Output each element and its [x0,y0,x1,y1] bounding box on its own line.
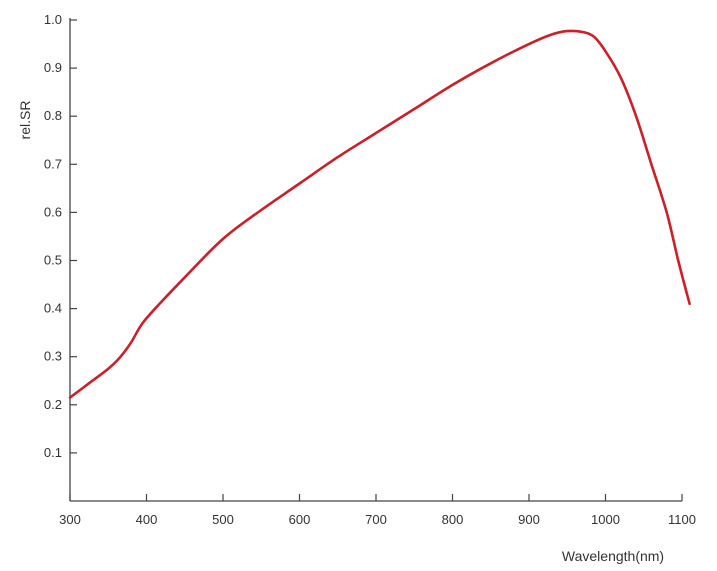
x-tick-label: 1000 [591,512,620,527]
x-tick-label: 800 [442,512,464,527]
x-tick-label: 400 [136,512,158,527]
y-axis-label: rel.SR [17,101,33,140]
y-tick-label: 0.3 [44,349,62,364]
x-tick-label: 600 [289,512,311,527]
x-tick-label: 700 [365,512,387,527]
y-tick-label: 0.8 [44,108,62,123]
y-tick-label: 0.9 [44,60,62,75]
y-axis-ticks: 0.1 0.2 0.3 0.4 0.5 0.6 0.7 0.8 0.9 1.0 [44,12,77,460]
series-line [68,29,691,399]
x-axis-label: Wavelength(nm) [562,548,664,564]
y-tick-label: 1.0 [44,12,62,27]
x-axis-ticks: 300 400 500 600 700 800 900 1000 1100 [59,494,696,527]
x-tick-label: 900 [518,512,540,527]
x-tick-label: 1100 [668,512,696,527]
y-tick-label: 0.1 [44,445,62,460]
axes [69,18,682,502]
y-tick-label: 0.6 [44,204,62,219]
x-tick-label: 300 [59,512,81,527]
y-tick-label: 0.4 [44,301,62,316]
y-tick-label: 0.7 [44,156,62,171]
y-tick-label: 0.2 [44,397,62,412]
series-group [68,29,691,399]
x-tick-label: 500 [212,512,234,527]
y-tick-label: 0.5 [44,253,62,268]
